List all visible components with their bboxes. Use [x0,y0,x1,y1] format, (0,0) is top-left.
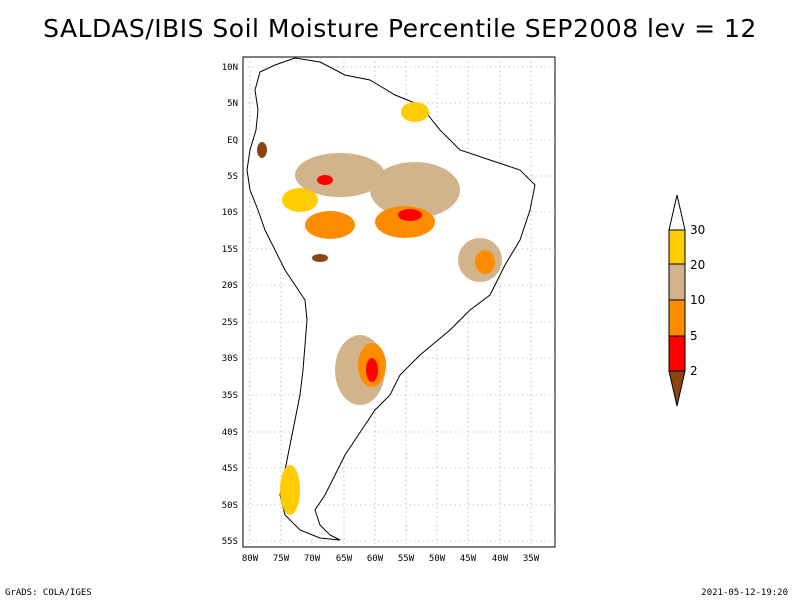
legend-label-2: 2 [690,364,698,378]
legend-bottom-arrow [668,370,686,407]
lat-label: 15S [222,245,238,255]
anomaly-brown-b [257,142,267,158]
lat-label: 45S [222,464,238,474]
lon-label: 45W [460,554,477,564]
lat-label: 20S [222,281,238,291]
lat-label: 5N [227,99,238,109]
anomaly-orange-east [475,250,495,274]
legend-box-10-20 [668,263,686,301]
lat-label: EQ [227,136,238,146]
legend-box-2-5 [668,335,686,372]
legend-label-20: 20 [690,258,705,272]
lon-label: 55W [398,554,415,564]
anomaly-tan-central [370,162,460,218]
lon-label: 40W [492,554,509,564]
anomaly-red-b [317,175,333,185]
legend-label-10: 10 [690,293,705,307]
lat-label: 25S [222,318,238,328]
lat-label: 5S [227,172,238,182]
latitude-labels: 10N 5N EQ 5S 10S 15S 20S 25S 30S 35S 40S 45S 50S 55S [222,63,238,547]
lat-label: 10S [222,208,238,218]
lon-label: 75W [273,554,290,564]
footer-credit: GrADS: COLA/IGES [5,588,92,598]
legend-label-30: 30 [690,223,705,237]
lat-label: 40S [222,428,238,438]
lon-label: 35W [523,554,540,564]
anomaly-yellow-north [401,102,429,122]
lat-label: 50S [222,501,238,511]
legend-box-20-30 [668,229,686,265]
anomaly-layer [257,102,502,515]
anomaly-red-a [398,209,422,221]
lon-label: 50W [429,554,446,564]
legend-top-arrow [668,194,686,231]
lon-label: 80W [242,554,259,564]
legend-label-5: 5 [690,329,698,343]
legend-colorbar: 30 20 10 5 2 [668,194,705,407]
plot-frame [242,56,556,548]
lat-label: 30S [222,354,238,364]
map-title: SALDAS/IBIS Soil Moisture Percentile SEP… [43,14,757,43]
longitude-labels: 80W 75W 70W 65W 60W 55W 50W 45W 40W 35W [242,554,540,564]
lat-label: 55S [222,537,238,547]
lat-label: 35S [222,391,238,401]
legend-box-5-10 [668,299,686,337]
anomaly-brown-a [312,254,328,262]
lon-label: 70W [304,554,321,564]
anomaly-tan-amazon [295,153,385,197]
anomaly-yellow-amazon [282,188,318,212]
lon-label: 65W [336,554,353,564]
anomaly-yellow-patagonia [280,465,300,515]
footer-timestamp: 2021-05-12-19:20 [701,588,788,598]
lat-label: 10N [222,63,238,73]
lon-label: 60W [367,554,384,564]
anomaly-red-south [366,358,378,382]
anomaly-orange-a [305,211,355,239]
